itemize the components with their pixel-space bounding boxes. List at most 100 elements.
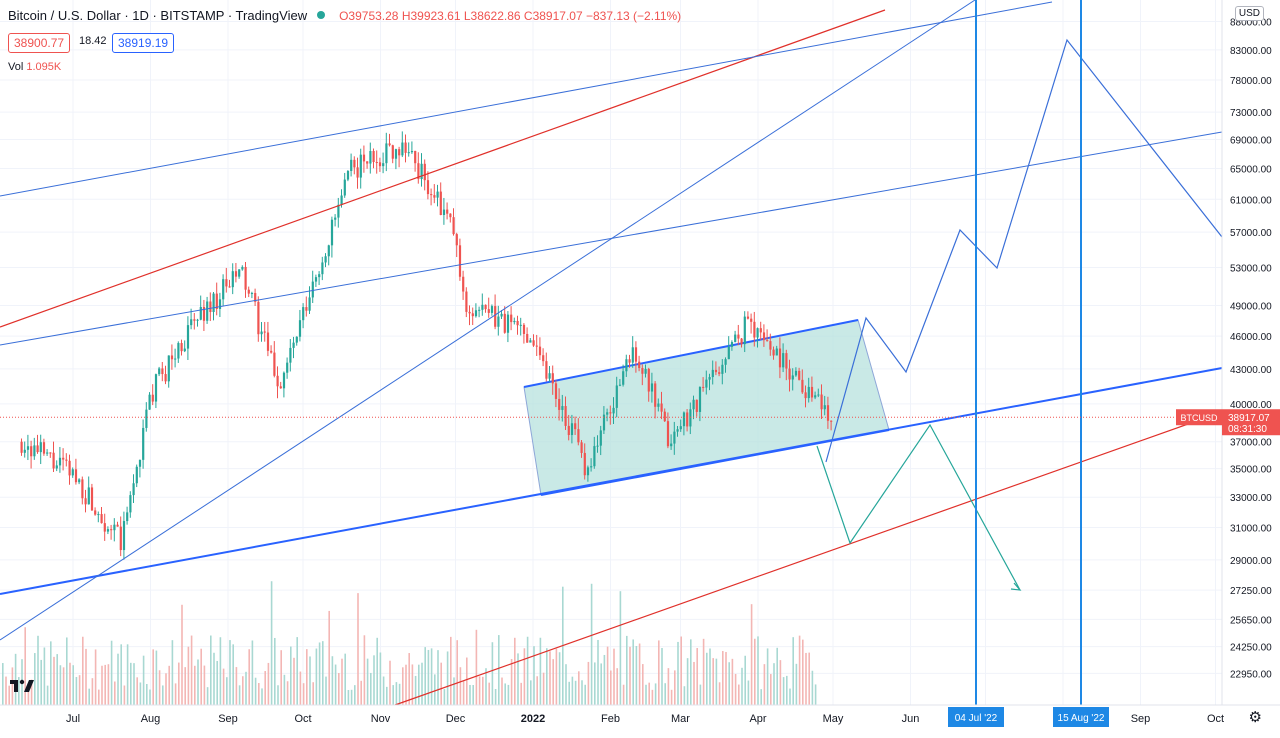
time-tick: Sep — [1131, 713, 1151, 725]
currency-selector[interactable]: USD — [1234, 6, 1264, 21]
volume-bar — [632, 639, 634, 705]
volume-bar — [494, 689, 497, 705]
price-tick: 73000.00 — [1230, 108, 1272, 119]
ask-button[interactable]: 38919.19 — [112, 33, 175, 53]
volume-bar — [539, 637, 542, 705]
time-axis[interactable]: JulAugSepOctNovDec2022FebMarAprMayJunJul… — [0, 704, 1280, 738]
volume-bar — [88, 688, 90, 705]
volume-bar — [242, 676, 244, 705]
volume-bar — [245, 671, 247, 705]
candle-body — [129, 495, 132, 513]
volume-bar — [251, 640, 254, 705]
price-tick: 29000.00 — [1230, 556, 1272, 567]
volume-bar — [613, 648, 615, 705]
candle-body — [439, 191, 442, 215]
volume-bar — [427, 649, 430, 705]
volume-bar — [283, 674, 286, 705]
volume-bar — [619, 591, 622, 705]
volume-bar — [514, 637, 516, 705]
volume-bar — [274, 637, 276, 705]
candle-body — [503, 313, 506, 333]
price-tick: 65000.00 — [1230, 164, 1272, 175]
candle-body — [30, 446, 33, 457]
volume-bar — [11, 667, 14, 705]
candle-body — [593, 446, 596, 467]
volume-bar — [808, 652, 810, 705]
candle-body — [462, 276, 465, 292]
candle-body — [87, 487, 90, 505]
price-tick: 25650.00 — [1230, 615, 1272, 626]
candle-body — [449, 213, 452, 218]
candle-body — [442, 209, 446, 216]
volume-bar — [194, 665, 196, 705]
candle-body — [353, 159, 356, 168]
candle-body — [305, 307, 308, 311]
candle-body — [663, 411, 666, 422]
volume-bar — [805, 652, 807, 705]
settings-gear-icon[interactable]: ⚙ — [1248, 709, 1262, 726]
candle-body — [618, 384, 622, 386]
volume-bar — [318, 642, 321, 705]
volume-bar — [686, 658, 689, 705]
candle-body — [737, 334, 740, 339]
volume-bar — [347, 689, 350, 705]
volume-bar — [91, 678, 94, 705]
volume-bar — [379, 652, 382, 705]
volume-bar — [475, 629, 478, 705]
volume-bar — [350, 689, 353, 705]
volume-bar — [197, 659, 199, 705]
candle-body — [404, 142, 407, 153]
candle-body — [535, 345, 538, 347]
volume-bar — [5, 676, 7, 705]
candle-body — [490, 306, 494, 313]
candle-body — [698, 386, 702, 412]
price-axis[interactable]: 88000.00 83000.00 78000.00 73000.00 69000.00… — [1176, 0, 1280, 705]
time-tick: Jun — [902, 713, 920, 725]
volume-bar — [811, 670, 814, 705]
volume-bar — [168, 665, 170, 705]
tradingview-logo-icon[interactable] — [8, 677, 36, 695]
volume-bar — [325, 676, 327, 705]
candle-body — [158, 368, 161, 375]
price-tick: 43000.00 — [1230, 365, 1272, 376]
volume-bar — [261, 688, 263, 705]
candle-body — [423, 163, 426, 181]
volume-bar — [190, 635, 193, 705]
volume-bar — [702, 638, 705, 705]
volume-bar — [565, 664, 567, 705]
candle-body — [183, 348, 186, 352]
volume-bar — [376, 637, 378, 705]
bid-button[interactable]: 38900.77 — [8, 33, 71, 53]
price-tick: 33000.00 — [1230, 493, 1272, 504]
candle-body — [750, 318, 753, 322]
candle-body — [590, 466, 593, 468]
candle-body — [106, 529, 110, 532]
volume-bar — [94, 649, 97, 705]
volume-bar — [536, 676, 538, 705]
candle-body — [132, 483, 135, 496]
candle-body — [215, 293, 218, 309]
volume-bar — [677, 641, 679, 705]
volume-bar — [37, 635, 39, 705]
candle-body — [586, 467, 590, 476]
candle-body — [532, 340, 535, 346]
volume-bar — [706, 652, 708, 705]
volume-bar — [629, 646, 631, 705]
volume-bar — [158, 670, 161, 705]
volume-bar — [571, 676, 574, 705]
volume-bar — [610, 670, 612, 705]
symbol-title[interactable]: Bitcoin / U.S. Dollar · 1D · BITSTAMP · … — [8, 8, 308, 23]
time-tick: Oct — [294, 713, 311, 725]
candle-body — [212, 293, 215, 313]
candle-body — [199, 306, 202, 320]
candle-body — [151, 394, 154, 402]
candle-body — [823, 405, 826, 410]
candle-body — [500, 313, 503, 317]
volume-bar — [776, 647, 778, 705]
volume-bar — [594, 662, 596, 705]
candle-body — [468, 311, 471, 314]
volume-bar — [382, 676, 385, 705]
price-tag-countdown: 08:31:30 — [1228, 424, 1267, 435]
candle-body — [196, 319, 199, 321]
